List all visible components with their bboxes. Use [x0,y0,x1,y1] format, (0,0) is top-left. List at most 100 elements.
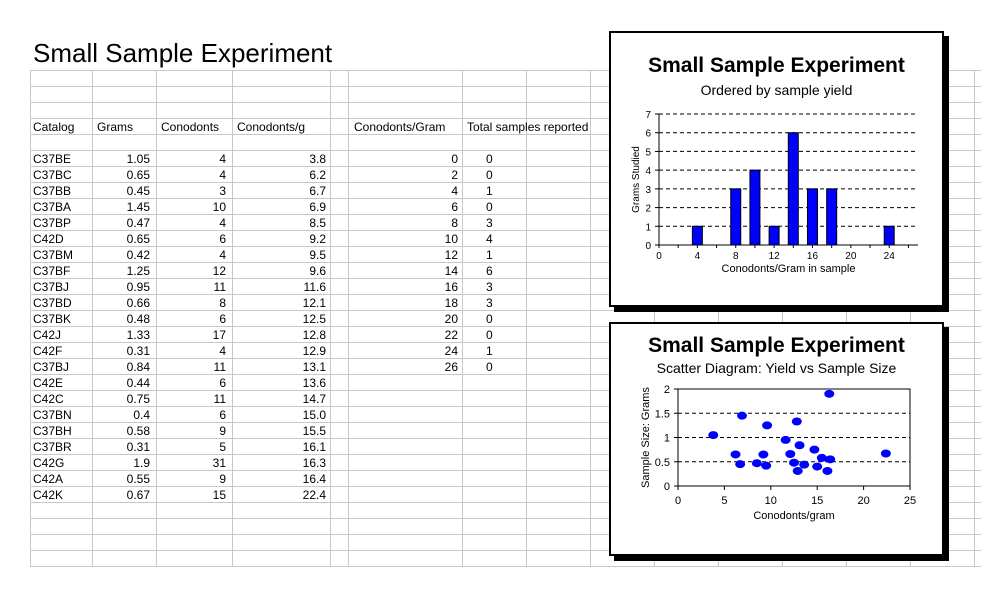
y-tick-label: 0 [664,481,670,493]
table-cell: C37BC [33,168,72,182]
table-cell: 0.84 [126,360,150,374]
table-cell: 6.2 [309,168,326,182]
table-cell: 11 [213,392,226,406]
scatter-point [780,435,791,444]
table-cell: C42C [33,392,64,406]
scatter-point [758,450,769,459]
sheet-title: Small Sample Experiment [33,38,333,68]
column-header: Grams [97,120,133,134]
x-tick-label: 20 [845,251,857,262]
x-tick-label: 5 [721,495,727,507]
table-cell: 5 [219,440,226,454]
table-cell: 9 [219,424,226,438]
y-tick-label: 5 [645,147,651,158]
x-tick-label: 4 [695,251,701,262]
table-cell: 11 [213,280,226,294]
table-cell: 3.8 [309,152,326,166]
table-cell: 14 [444,264,458,278]
table-cell: 0.42 [126,248,150,262]
scatter-point [880,449,891,458]
histogram-bar [883,225,895,246]
table-cell: 16.1 [302,440,326,454]
table-cell: 3 [486,296,493,310]
scatter-point [824,389,835,398]
table-cell: 12.9 [302,344,326,358]
x-tick-label: 24 [884,251,896,262]
table-cell: 15.5 [302,424,326,438]
table-cell: 16 [444,280,458,294]
histogram-bar [730,188,742,246]
y-tick-label: 1 [664,433,670,445]
table-cell: 0.67 [126,488,150,502]
table-cell: C37BD [33,296,72,310]
table-cell: C37BJ [33,360,70,374]
scatter-point [799,460,810,469]
table-cell: 4 [219,248,226,262]
y-tick-label: 1 [645,222,651,233]
histogram-bar [806,188,818,246]
column-header: Total samples reported [467,120,589,134]
table-cell: C37BH [33,424,72,438]
table-cell: 4 [219,168,226,182]
table-cell: 12 [444,248,458,262]
scatter-chart[interactable]: Small Sample Experiment Scatter Diagram:… [609,322,944,556]
table-cell: 12.5 [302,312,326,326]
table-cell: 16.3 [302,456,326,470]
table-cell: 13.1 [302,360,326,374]
table-cell: 18 [444,296,458,310]
table-cell: 1.33 [126,328,150,342]
table-cell: 1.05 [126,152,150,166]
histogram-subtitle: Ordered by sample yield [700,82,853,98]
table-cell: 14.7 [302,392,326,406]
table-cell: 26 [444,360,458,374]
table-cell: 2 [451,168,458,182]
table-cell: 0 [486,200,493,214]
x-tick-label: 20 [857,495,869,507]
table-cell: C37BE [33,152,72,166]
table-cell: 1.45 [126,200,150,214]
y-tick-label: 0.5 [655,457,670,469]
table-cell: 0.95 [126,280,150,294]
table-cell: 12.8 [302,328,326,342]
table-cell: 0.65 [126,232,150,246]
table-cell: 6 [219,408,226,422]
table-cell: C37BN [33,408,72,422]
table-cell: 11 [213,360,226,374]
table-cell: C42E [33,376,64,390]
x-tick-label: 25 [904,495,916,507]
y-axis-label: Sample Size: Grams [640,387,652,488]
scatter-title: Small Sample Experiment [648,334,905,357]
histogram-bar [691,225,703,246]
table-cell: 6 [219,232,226,246]
table-cell: C42G [33,456,65,470]
table-cell: 0.31 [126,440,150,454]
table-cell: 1 [486,184,493,198]
table-cell: C42A [33,472,64,486]
x-tick-label: 12 [769,251,781,262]
y-axis-label: Grams Studied [631,146,642,213]
table-cell: 0.66 [126,296,150,310]
y-tick-label: 3 [645,185,651,196]
table-cell: C42F [33,344,63,358]
table-cell: 6.9 [309,200,326,214]
table-cell: 0 [486,168,493,182]
table-cell: 4 [219,152,226,166]
table-cell: 13.6 [302,376,326,390]
table-cell: 1 [486,344,493,358]
table-cell: 6 [451,200,458,214]
column-header: Conodonts [161,120,220,134]
table-cell: 1 [486,248,493,262]
y-tick-label: 0 [645,241,651,252]
scatter-point [762,421,773,430]
table-cell: 0.45 [126,184,150,198]
plot-frame [677,388,911,487]
x-tick-label: 15 [811,495,823,507]
table-cell: C37BR [33,440,72,454]
table-cell: 0.48 [126,312,150,326]
histogram-chart[interactable]: Small Sample Experiment Ordered by sampl… [609,31,944,307]
table-cell: 24 [444,344,458,358]
table-cell: 8.5 [309,216,326,230]
scatter-point [794,441,805,450]
table-cell: 6 [219,312,226,326]
